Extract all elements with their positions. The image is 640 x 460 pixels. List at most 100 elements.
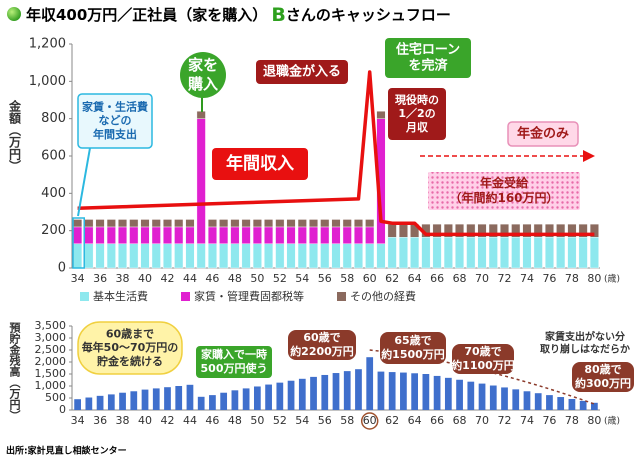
bar-segment: [376, 110, 386, 119]
y-tick-label: 0: [58, 261, 66, 276]
bar: [411, 373, 419, 410]
callout-text: 60歳まで: [106, 326, 154, 340]
bar-segment: [163, 219, 172, 228]
x-tick-label: 34: [71, 272, 85, 285]
callout-text: 家購入で一時: [201, 347, 267, 361]
callout-text: 約300万円: [575, 376, 631, 390]
bar-segment: [73, 226, 83, 244]
legend-swatch: [80, 292, 89, 301]
bar: [534, 393, 542, 410]
y-tick-label: 1,200: [29, 37, 66, 52]
bar: [85, 397, 93, 410]
bar-segment: [511, 223, 521, 238]
x-tick-label: 58: [340, 272, 354, 285]
bar-segment: [174, 219, 184, 228]
bar-segment: [342, 226, 352, 244]
bar-segment: [432, 236, 442, 269]
x-tick-label: 70: [475, 272, 489, 285]
callout-text: 取り崩しはなだらか: [540, 342, 630, 355]
bar: [152, 388, 160, 410]
x-tick-label: 42: [160, 414, 174, 427]
bar-segment: [331, 226, 341, 244]
bar: [478, 383, 486, 410]
bar-segment: [129, 243, 139, 269]
bar-segment: [286, 243, 296, 269]
bar-segment: [73, 219, 83, 228]
bar-segment: [365, 243, 375, 269]
bar: [489, 385, 497, 410]
bar: [546, 395, 553, 410]
x-tick-label: 76: [542, 272, 556, 285]
bar: [501, 387, 508, 410]
y-tick-label: 2,500: [35, 343, 67, 356]
callout-box: [77, 321, 183, 375]
bar-segment: [275, 243, 285, 269]
bar-segment: [309, 219, 319, 228]
bar-segment: [455, 236, 465, 269]
bar-segment: [309, 243, 319, 269]
x-tick-label: 72: [498, 414, 512, 427]
x-tick-label: 44: [183, 414, 197, 427]
bar-segment: [241, 243, 251, 269]
bar-segment: [443, 223, 453, 238]
callout-box: [256, 60, 348, 84]
bar: [265, 384, 272, 410]
y-tick-label: 1,500: [35, 367, 67, 380]
bar: [220, 392, 228, 410]
x-tick-label: 76: [542, 414, 556, 427]
y-tick-label: 3,500: [35, 319, 67, 332]
bar-segment: [466, 236, 476, 269]
bar-segment: [589, 223, 599, 238]
x-tick-label: 36: [93, 414, 107, 427]
y-tick-label: 800: [41, 111, 66, 126]
bar-segment: [84, 243, 94, 269]
bar: [444, 377, 452, 410]
x-tick-label: 54: [295, 414, 309, 427]
x-tick-label: 66: [430, 414, 444, 427]
y-tick-label: 0: [59, 403, 66, 416]
bar-segment: [264, 243, 274, 269]
x-tick-label: 46: [205, 272, 219, 285]
bar-segment: [410, 236, 420, 269]
x-tick-label: 80: [587, 414, 601, 427]
bar-segment: [578, 236, 588, 269]
bar-segment: [84, 219, 94, 228]
x-tick-label: 74: [520, 272, 534, 285]
x-tick-label: 36: [93, 272, 107, 285]
bar-segment: [252, 219, 262, 228]
x-tick-label: 60: [363, 414, 377, 427]
y-tick-label: 600: [41, 149, 66, 164]
bar-segment: [544, 223, 554, 238]
x-tick-label: 54: [295, 272, 309, 285]
bar: [332, 373, 340, 410]
title-part: B: [271, 4, 285, 26]
bar-segment: [398, 223, 408, 238]
bar: [433, 375, 441, 410]
x-unit: (歳): [604, 415, 620, 427]
bar-segment: [342, 243, 352, 269]
x-tick-label: 62: [385, 414, 399, 427]
bar-segment: [567, 223, 577, 238]
y-tick-label: 500: [45, 391, 66, 404]
bar-segment: [207, 219, 217, 228]
bar-segment: [544, 236, 554, 269]
bar-segment: [556, 223, 566, 238]
bar-segment: [230, 243, 240, 269]
callout-text: 月収: [405, 121, 429, 134]
bar-segment: [443, 236, 453, 269]
bar-segment: [309, 226, 319, 244]
bar-segment: [219, 219, 229, 228]
callout-box: [288, 330, 356, 360]
bar-segment: [95, 219, 105, 228]
y-tick-label: 1,000: [35, 379, 67, 392]
title: 年収400万円／正社員（家を購入） Bさんのキャッシュフロー: [26, 4, 451, 26]
bar-segment: [275, 226, 285, 244]
bar: [141, 389, 149, 410]
bar-segment: [353, 219, 363, 228]
bar-segment: [275, 219, 285, 228]
bar-segment: [320, 226, 330, 244]
highlight-circle: [360, 412, 379, 430]
bar-segment: [151, 226, 161, 244]
callout-box: [428, 172, 580, 210]
